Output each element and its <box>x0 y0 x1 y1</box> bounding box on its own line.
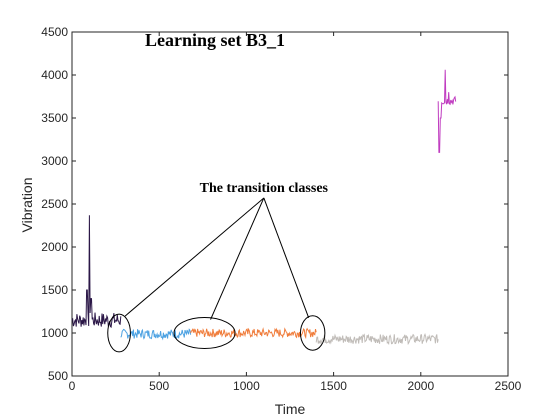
transition-ellipse-3 <box>299 315 326 351</box>
y-tick-label: 2500 <box>41 197 68 211</box>
x-tick-label: 2000 <box>407 379 434 393</box>
series-line-1 <box>71 215 122 329</box>
y-tick-label: 4000 <box>41 68 68 82</box>
plot-area: 0 500 1000 1500 2000 250050010001500200025003… <box>41 25 521 393</box>
y-tick-label: 1500 <box>41 283 68 297</box>
y-tick-label: 2000 <box>41 240 68 254</box>
series-line-3 <box>190 327 317 340</box>
chart-title: Learning set B3_1 <box>145 30 285 50</box>
series-line-5 <box>437 69 457 153</box>
transition-ellipse-1 <box>107 313 131 353</box>
series-line-4 <box>315 333 439 346</box>
axes-box <box>71 31 509 377</box>
x-tick-label: 1500 <box>320 379 347 393</box>
x-tick-label: 0 <box>69 379 76 393</box>
x-tick-label: 500 <box>149 379 169 393</box>
x-tick-label: 1000 <box>233 379 260 393</box>
series-line-2 <box>120 328 192 341</box>
annotation-pointer-1 <box>124 197 265 317</box>
annotation-text: The transition classes <box>200 181 329 196</box>
x-tick-label: 2500 <box>495 379 522 393</box>
y-tick-label: 3500 <box>41 111 68 125</box>
y-axis-label: Vibration <box>19 177 35 232</box>
y-tick-label: 500 <box>48 369 68 383</box>
y-tick-label: 4500 <box>41 25 68 39</box>
annotation-pointer-2 <box>210 197 265 320</box>
y-tick-label: 3000 <box>41 154 68 168</box>
y-tick-label: 1000 <box>41 326 68 340</box>
x-axis-label: Time <box>275 401 306 417</box>
annotation-pointer-3 <box>263 197 310 318</box>
transition-ellipse-2 <box>173 317 236 349</box>
